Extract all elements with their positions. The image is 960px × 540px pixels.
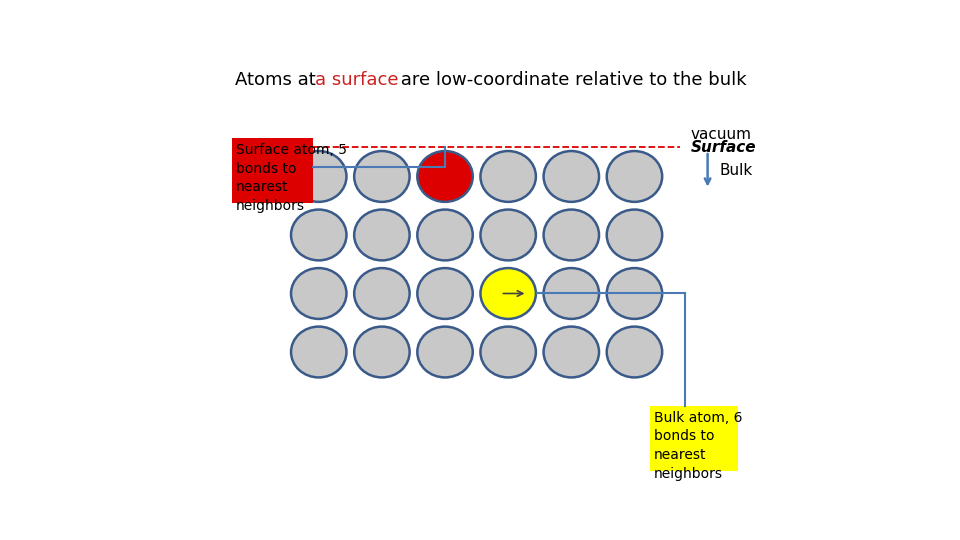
- Ellipse shape: [607, 210, 662, 260]
- Text: Bulk: Bulk: [719, 163, 753, 178]
- Ellipse shape: [480, 151, 536, 202]
- Ellipse shape: [543, 151, 599, 202]
- Ellipse shape: [543, 268, 599, 319]
- Ellipse shape: [543, 210, 599, 260]
- FancyBboxPatch shape: [231, 138, 313, 204]
- Ellipse shape: [480, 327, 536, 377]
- Ellipse shape: [607, 327, 662, 377]
- Ellipse shape: [354, 151, 410, 202]
- Ellipse shape: [480, 210, 536, 260]
- Ellipse shape: [418, 327, 472, 377]
- Ellipse shape: [291, 327, 347, 377]
- Ellipse shape: [354, 327, 410, 377]
- Ellipse shape: [291, 151, 347, 202]
- Text: vacuum: vacuum: [690, 126, 752, 141]
- Text: Atoms at: Atoms at: [235, 71, 322, 89]
- Ellipse shape: [291, 268, 347, 319]
- Ellipse shape: [607, 268, 662, 319]
- Ellipse shape: [543, 327, 599, 377]
- Ellipse shape: [480, 268, 536, 319]
- Ellipse shape: [607, 151, 662, 202]
- Text: are low-coordinate relative to the bulk: are low-coordinate relative to the bulk: [395, 71, 746, 89]
- Text: Surface atom, 5
bonds to
nearest
neighbors: Surface atom, 5 bonds to nearest neighbo…: [235, 143, 347, 213]
- Ellipse shape: [354, 210, 410, 260]
- Ellipse shape: [291, 210, 347, 260]
- FancyBboxPatch shape: [650, 406, 738, 471]
- Ellipse shape: [354, 268, 410, 319]
- Text: a surface: a surface: [315, 71, 398, 89]
- Ellipse shape: [418, 151, 472, 202]
- Text: Bulk atom, 6
bonds to
nearest
neighbors: Bulk atom, 6 bonds to nearest neighbors: [654, 410, 742, 481]
- Ellipse shape: [418, 210, 472, 260]
- Text: Surface: Surface: [690, 140, 756, 154]
- Ellipse shape: [418, 268, 472, 319]
